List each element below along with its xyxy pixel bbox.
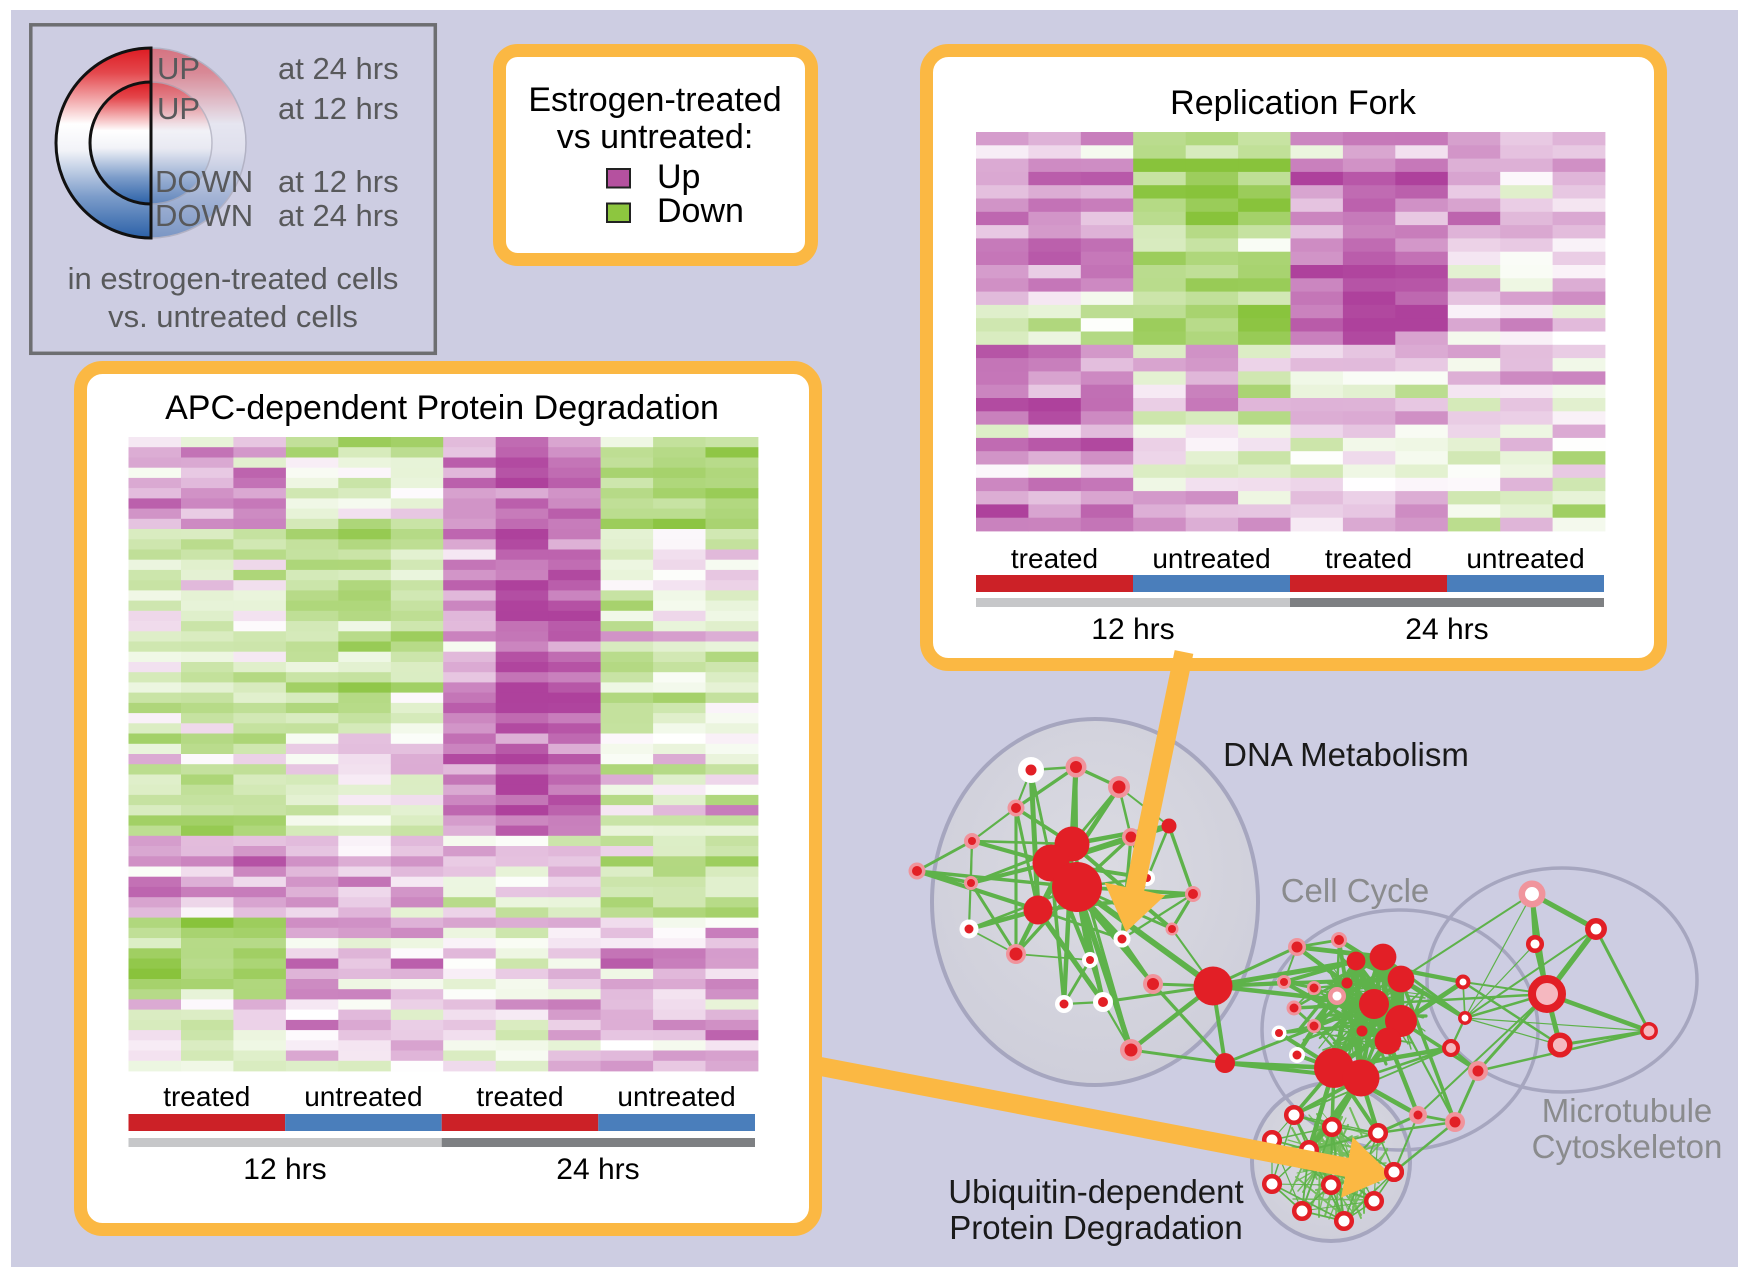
- svg-text:Cell Cycle: Cell Cycle: [1281, 872, 1430, 909]
- svg-text:Protein Degradation: Protein Degradation: [949, 1209, 1243, 1246]
- svg-text:Up: Up: [657, 158, 700, 196]
- svg-text:treated: treated: [1011, 543, 1098, 574]
- svg-text:at 12 hrs: at 12 hrs: [278, 91, 399, 126]
- svg-text:UP: UP: [157, 91, 200, 126]
- svg-text:treated: treated: [1325, 543, 1412, 574]
- svg-text:treated: treated: [476, 1081, 563, 1112]
- svg-text:Down: Down: [657, 192, 744, 230]
- svg-text:treated: treated: [163, 1081, 250, 1112]
- svg-text:Microtubule: Microtubule: [1542, 1092, 1713, 1129]
- svg-text:vs untreated:: vs untreated:: [557, 118, 754, 156]
- svg-text:UP: UP: [157, 51, 200, 86]
- svg-text:at 24 hrs: at 24 hrs: [278, 198, 399, 233]
- svg-text:untreated: untreated: [304, 1081, 422, 1112]
- svg-text:untreated: untreated: [617, 1081, 735, 1112]
- svg-text:DNA Metabolism: DNA Metabolism: [1223, 736, 1469, 773]
- svg-text:12 hrs: 12 hrs: [1091, 613, 1174, 646]
- svg-text:24 hrs: 24 hrs: [1405, 613, 1488, 646]
- svg-text:Cytoskeleton: Cytoskeleton: [1532, 1128, 1723, 1165]
- svg-text:Replication Fork: Replication Fork: [1170, 84, 1417, 122]
- svg-text:at 24 hrs: at 24 hrs: [278, 51, 399, 86]
- svg-text:vs. untreated cells: vs. untreated cells: [108, 299, 358, 334]
- svg-text:Estrogen-treated: Estrogen-treated: [528, 81, 781, 119]
- svg-text:Ubiquitin-dependent: Ubiquitin-dependent: [948, 1173, 1243, 1210]
- svg-text:untreated: untreated: [1466, 543, 1584, 574]
- svg-text:at 12 hrs: at 12 hrs: [278, 164, 399, 199]
- svg-text:12 hrs: 12 hrs: [243, 1153, 326, 1186]
- svg-text:untreated: untreated: [1152, 543, 1270, 574]
- svg-text:in estrogen-treated cells: in estrogen-treated cells: [68, 261, 399, 296]
- svg-text:DOWN: DOWN: [155, 198, 253, 233]
- svg-text:24 hrs: 24 hrs: [556, 1153, 639, 1186]
- svg-text:DOWN: DOWN: [155, 164, 253, 199]
- svg-text:APC-dependent Protein Degradat: APC-dependent Protein Degradation: [165, 389, 719, 427]
